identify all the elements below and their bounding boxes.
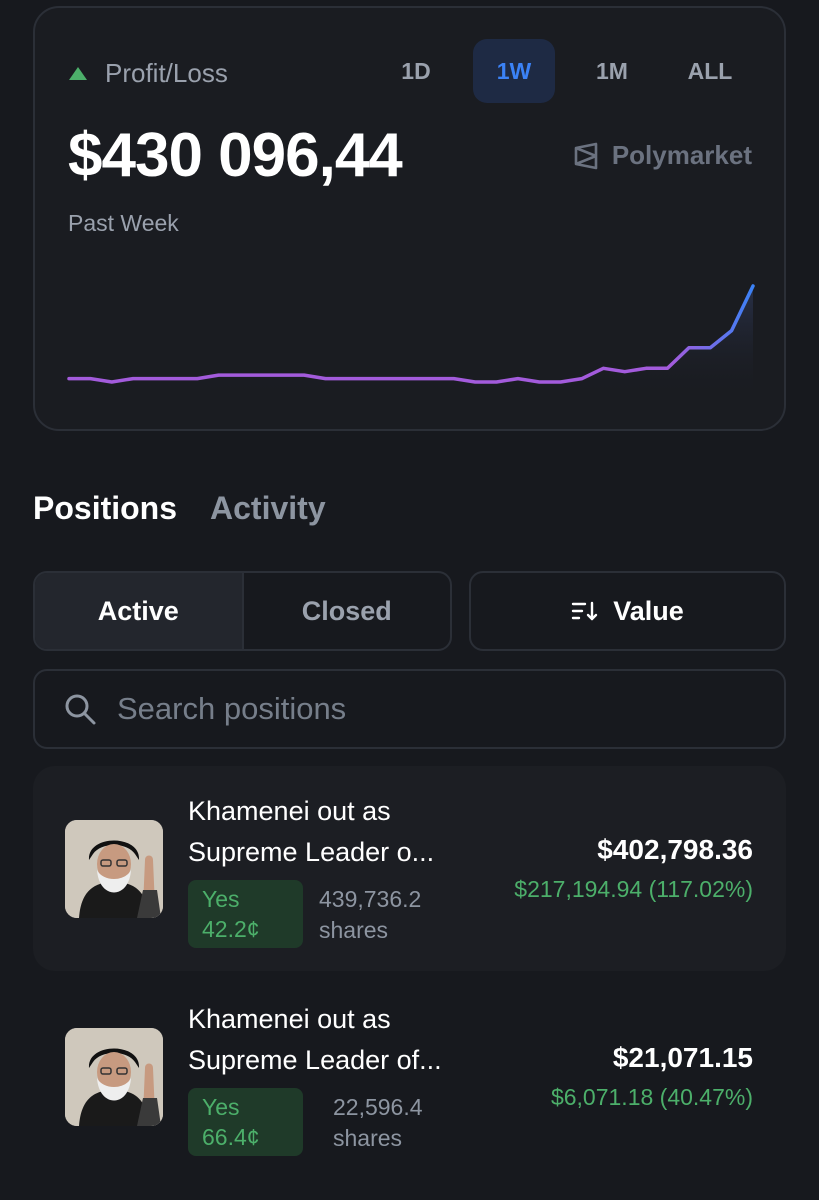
outcome-badge: Yes 42.2¢ [188, 880, 303, 948]
outcome-price: 42.2¢ [202, 916, 260, 942]
outcome-label: Yes [202, 1094, 240, 1120]
shares-label: shares [333, 1125, 403, 1151]
market-avatar [65, 1028, 163, 1126]
position-title: Khamenei out as Supreme Leader of... [188, 999, 478, 1081]
profit-loss-amount: $430 096,44 [68, 121, 403, 190]
profit-loss-chart [67, 284, 755, 398]
position-value: $21,071.15 [612, 1042, 753, 1073]
range-1m[interactable]: 1M [596, 57, 628, 84]
tab-activity[interactable]: Activity [210, 490, 326, 526]
shares-info: 439,736.2 shares [319, 884, 421, 946]
position-title-line2: Supreme Leader of... [188, 1045, 442, 1075]
profit-loss-card: Profit/Loss 1D 1W 1M ALL $430 096,44 Pol… [33, 6, 786, 431]
chart-series-line [67, 284, 755, 384]
portrait-image [65, 820, 163, 918]
position-value: $402,798.36 [597, 834, 753, 865]
sort-button[interactable]: Value [469, 571, 786, 651]
search-input[interactable] [117, 691, 757, 727]
range-1w[interactable]: 1W [473, 39, 555, 103]
profit-loss-label: Profit/Loss [105, 58, 228, 88]
position-title-line1: Khamenei out as [188, 796, 391, 826]
profit-loss-header: Profit/Loss [69, 58, 228, 89]
polymarket-logo-icon [574, 142, 598, 169]
chart-area [69, 286, 753, 398]
closed-filter-button[interactable]: Closed [301, 595, 392, 626]
outcome-price: 66.4¢ [202, 1124, 260, 1150]
sort-label: Value [613, 595, 684, 626]
outcome-badge: Yes 66.4¢ [188, 1088, 303, 1156]
position-pnl: $217,194.94 (117.02%) [514, 876, 753, 902]
status-segmented-control: Active Closed [33, 571, 452, 651]
portrait-image [65, 1028, 163, 1126]
position-row[interactable]: Khamenei out as Supreme Leader o... Yes … [33, 766, 786, 971]
market-avatar [65, 820, 163, 918]
up-triangle-icon [69, 67, 87, 80]
time-range-selector: 1D 1W 1M ALL [375, 39, 767, 103]
position-row[interactable]: Khamenei out as Supreme Leader of... Yes… [33, 974, 786, 1179]
brand-name: Polymarket [611, 140, 752, 170]
outcome-label: Yes [202, 886, 240, 912]
shares-count: 22,596.4 [333, 1094, 423, 1120]
shares-label: shares [319, 917, 389, 943]
active-filter-button[interactable]: Active [35, 573, 244, 649]
range-all[interactable]: ALL [687, 57, 733, 84]
search-bar [33, 669, 786, 749]
shares-count: 439,736.2 [319, 886, 422, 912]
positions-tabs: Positions Activity [33, 490, 359, 527]
sort-icon [572, 601, 598, 621]
position-title-line1: Khamenei out as [188, 1004, 391, 1034]
position-title-line2: Supreme Leader o... [188, 837, 435, 867]
range-1d[interactable]: 1D [401, 57, 431, 84]
search-icon [65, 694, 96, 725]
polymarket-brand: Polymarket [572, 140, 752, 171]
period-label: Past Week [68, 210, 179, 236]
tab-positions[interactable]: Positions [33, 490, 178, 526]
position-title: Khamenei out as Supreme Leader o... [188, 791, 478, 873]
shares-info: 22,596.4 shares [333, 1092, 423, 1154]
position-pnl: $6,071.18 (40.47%) [550, 1084, 753, 1110]
